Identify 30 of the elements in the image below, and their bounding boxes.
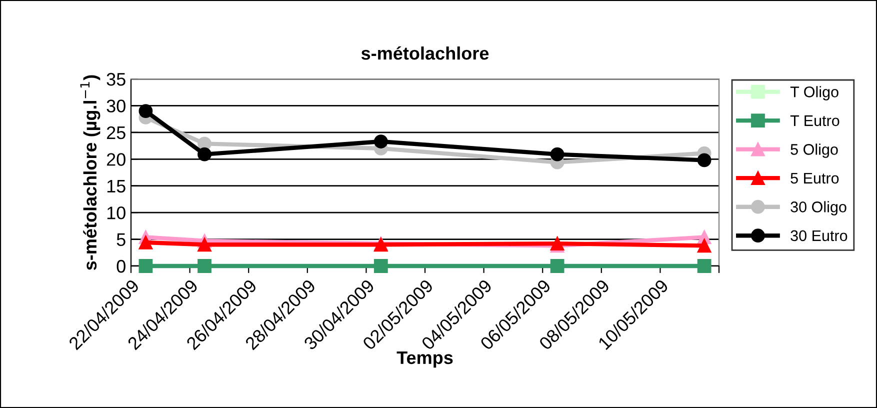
y-tick-label: 20 [106,153,126,166]
y-tick-label: 25 [106,126,126,140]
y-tick-label: 5 [116,233,126,246]
point [198,259,212,273]
point [198,147,212,162]
point [550,147,564,162]
y-axis-title: s-métolachlore (µg.l$^{−1}$) [80,75,100,270]
legend-label: 30 Eutro [790,230,848,242]
legend-label: 5 Eutro [790,172,839,184]
point [138,259,153,273]
y-tick-label: 30 [106,100,126,112]
point [138,236,153,250]
point [697,238,712,253]
legend-label: T Eutro [790,115,840,126]
y-tick-label: 15 [107,180,126,193]
point [550,259,564,273]
point [697,153,712,168]
point [374,134,388,148]
point [697,259,712,273]
legend-label: 30 Oligo [790,201,846,216]
y-tick-label: 35 [106,72,126,86]
legend-label: 5 Oligo [790,144,838,158]
point [198,238,212,252]
x-axis-title: Temps [396,351,453,368]
legend-label: T Oligo [790,86,838,100]
y-tick-label: 10 [107,206,126,220]
point [374,259,388,273]
y-tick-label: 0 [116,260,126,273]
chart-title: s-métolachlore [361,46,489,60]
point [138,104,153,118]
